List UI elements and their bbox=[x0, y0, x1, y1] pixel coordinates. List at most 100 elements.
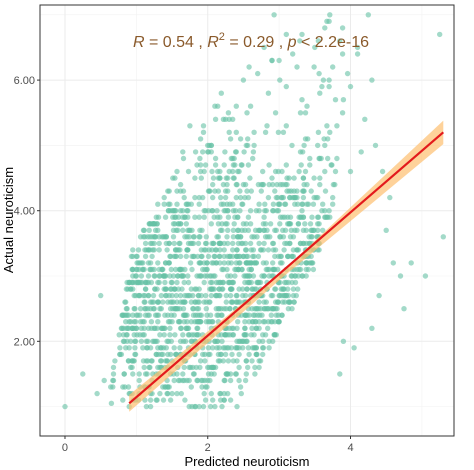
data-point bbox=[251, 142, 257, 149]
data-point bbox=[162, 312, 168, 318]
data-point bbox=[126, 279, 132, 286]
data-point bbox=[266, 338, 272, 344]
data-point bbox=[272, 332, 278, 338]
data-point bbox=[198, 253, 204, 260]
data-point bbox=[157, 332, 163, 338]
data-point bbox=[261, 214, 267, 220]
data-point bbox=[151, 266, 157, 273]
data-point bbox=[141, 266, 147, 273]
data-point bbox=[244, 110, 250, 116]
data-point bbox=[387, 194, 393, 201]
data-point bbox=[234, 403, 240, 410]
data-point bbox=[183, 201, 189, 207]
data-point bbox=[261, 273, 267, 279]
data-point bbox=[223, 299, 229, 305]
data-point bbox=[201, 214, 207, 220]
data-point bbox=[205, 345, 212, 351]
data-point bbox=[223, 306, 229, 312]
data-point bbox=[233, 129, 239, 135]
data-point bbox=[210, 175, 217, 181]
data-point bbox=[222, 351, 229, 358]
data-point bbox=[240, 181, 247, 188]
data-point bbox=[276, 292, 282, 299]
data-point bbox=[218, 351, 224, 358]
data-point bbox=[130, 247, 136, 253]
data-point bbox=[123, 306, 130, 312]
data-point bbox=[192, 149, 199, 155]
data-point bbox=[146, 364, 152, 371]
data-point bbox=[210, 194, 216, 201]
data-point bbox=[124, 332, 130, 338]
data-point bbox=[291, 175, 297, 181]
data-point bbox=[300, 188, 306, 194]
data-point bbox=[201, 390, 207, 397]
data-point bbox=[222, 345, 228, 351]
data-point bbox=[233, 149, 239, 155]
data-point bbox=[289, 306, 295, 312]
data-point bbox=[255, 312, 261, 318]
y-axis-title: Actual neuroticism bbox=[1, 167, 16, 273]
annotation-r2-value: = 0.29 , bbox=[225, 34, 288, 51]
data-point bbox=[222, 194, 229, 201]
annotation-r-symbol: R bbox=[133, 34, 145, 51]
data-point bbox=[270, 201, 277, 207]
data-point bbox=[319, 83, 325, 90]
data-point bbox=[287, 194, 293, 201]
data-point bbox=[230, 168, 236, 175]
data-point bbox=[300, 194, 307, 201]
data-point bbox=[256, 201, 262, 207]
data-point bbox=[120, 397, 126, 403]
data-point bbox=[202, 162, 209, 168]
data-point bbox=[157, 358, 164, 364]
data-point bbox=[121, 371, 127, 377]
data-point bbox=[217, 240, 223, 247]
data-point bbox=[145, 312, 151, 318]
data-point bbox=[169, 390, 175, 397]
data-point bbox=[207, 273, 213, 279]
data-point bbox=[204, 266, 210, 273]
data-point bbox=[172, 208, 179, 214]
data-point bbox=[237, 194, 244, 201]
data-point bbox=[205, 351, 212, 358]
data-point bbox=[239, 201, 245, 207]
data-point bbox=[232, 266, 238, 273]
data-point bbox=[227, 377, 234, 384]
data-point bbox=[167, 325, 173, 331]
data-point bbox=[390, 260, 396, 266]
data-point bbox=[131, 292, 137, 299]
data-point bbox=[187, 292, 193, 299]
data-point bbox=[197, 162, 204, 168]
data-point bbox=[211, 371, 217, 377]
grid-lines bbox=[40, 5, 454, 436]
data-point bbox=[180, 273, 187, 279]
data-point bbox=[308, 227, 314, 233]
data-point bbox=[337, 38, 343, 44]
data-point bbox=[277, 181, 284, 188]
data-point bbox=[123, 299, 129, 305]
data-point bbox=[191, 253, 197, 260]
data-point bbox=[240, 221, 247, 227]
data-point bbox=[171, 377, 177, 384]
data-point bbox=[188, 299, 194, 305]
data-point bbox=[140, 332, 146, 338]
data-point bbox=[302, 168, 309, 175]
data-point bbox=[174, 201, 180, 207]
data-point bbox=[237, 384, 244, 390]
data-point bbox=[189, 266, 195, 273]
data-point bbox=[138, 273, 145, 279]
data-point bbox=[238, 162, 244, 168]
data-point bbox=[121, 338, 127, 344]
data-point bbox=[260, 351, 266, 358]
data-point bbox=[170, 234, 177, 240]
data-point bbox=[169, 292, 175, 299]
data-point bbox=[196, 201, 202, 207]
data-point bbox=[280, 129, 287, 135]
data-point bbox=[337, 371, 343, 377]
data-point bbox=[246, 351, 252, 358]
data-point bbox=[164, 338, 170, 344]
regression-line bbox=[128, 131, 445, 405]
data-point bbox=[280, 227, 286, 233]
data-point bbox=[328, 162, 334, 168]
data-point bbox=[137, 234, 144, 240]
data-point bbox=[98, 292, 104, 299]
